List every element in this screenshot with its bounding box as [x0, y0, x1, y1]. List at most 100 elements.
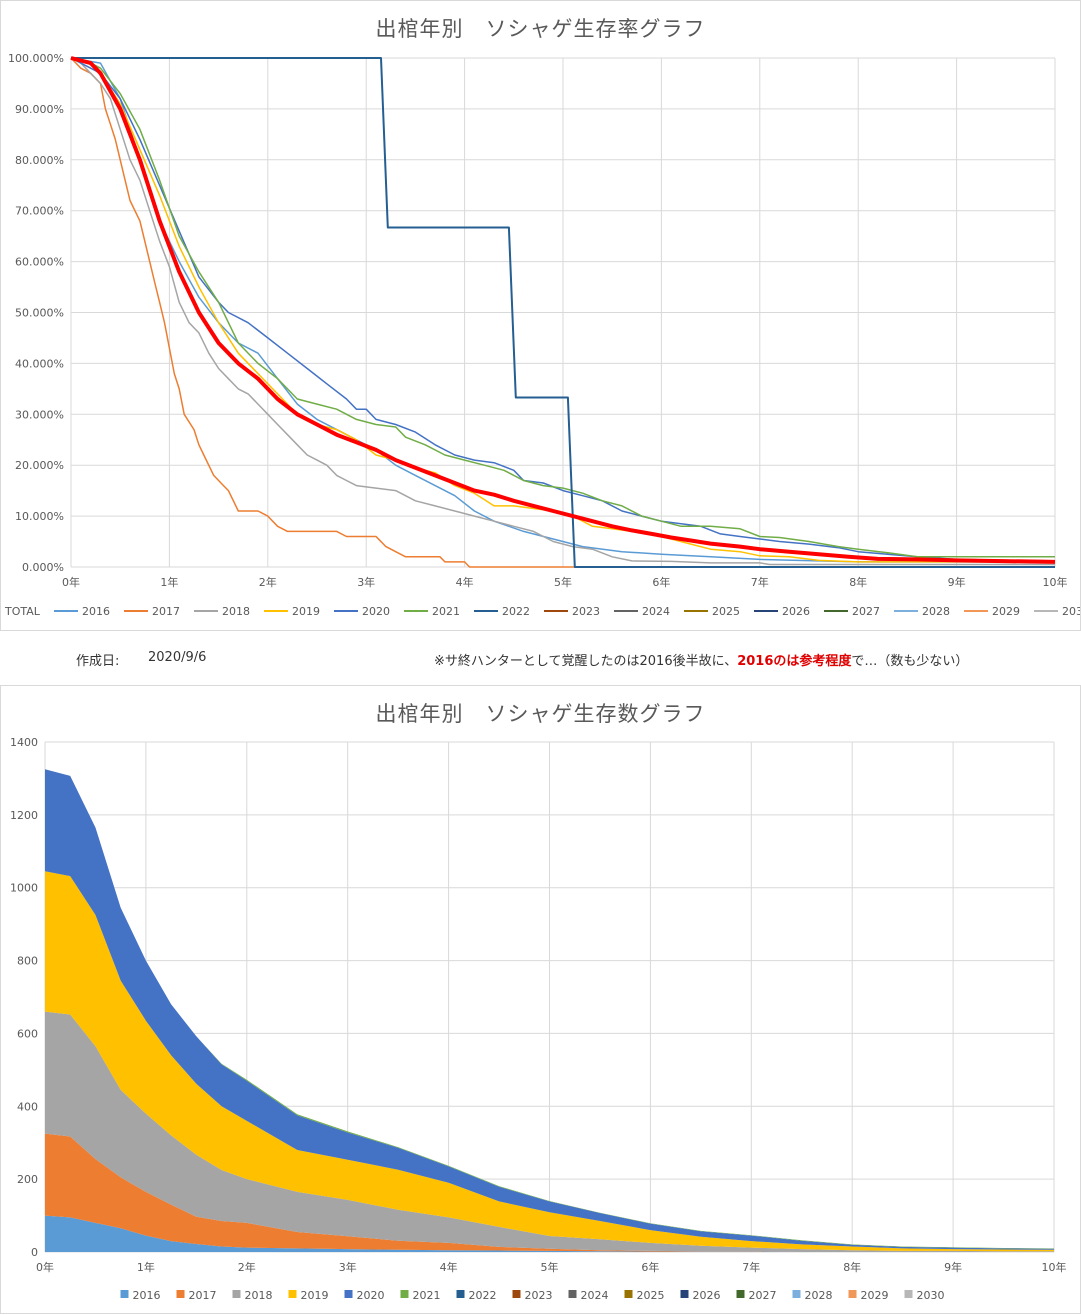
- survival-count-chart: 出棺年別 ソシャゲ生存数グラフ 0 200 400 600 800 1000 1200 140…: [0, 685, 1081, 1314]
- count-chart-svg: 0 200 400 600 800 1000 1200 1400 0年 1年 2年 3年 4年 5年 6年 7…: [10, 736, 1067, 1302]
- note-text: ※サ終ハンターとして覚醒したのは2016後半故に、2016のは参考程度で…（数も…: [434, 650, 968, 669]
- rate-chart-svg: 0.000% 10.000% 20.000% 30.000% 40.000% 50.000…: [4, 52, 1080, 618]
- note-row: 作成日: 2020/9/6 ※サ終ハンターとして覚醒したのは2016後半故に、2…: [0, 650, 1081, 670]
- note-emphasis: 2016のは参考程度: [737, 654, 852, 669]
- x-tick-label: 4年: [456, 575, 474, 589]
- legend-swatch: [568, 1290, 577, 1298]
- count-chart-title: 出棺年別 ソシャゲ生存数グラフ: [375, 702, 706, 726]
- legend-swatch: [344, 1290, 353, 1298]
- x-tick-label: 7年: [742, 1260, 760, 1274]
- legend-label: TOTAL: [4, 605, 41, 618]
- y-tick-label: 200: [17, 1173, 38, 1186]
- legend-label: 2019: [292, 605, 320, 618]
- x-tick-label: 6年: [641, 1260, 659, 1274]
- legend-label: 2025: [637, 1289, 665, 1302]
- legend-swatch: [512, 1290, 521, 1298]
- legend-swatch: [456, 1290, 465, 1298]
- y-tick-label: 800: [17, 955, 38, 968]
- y-tick-label: 0: [31, 1246, 38, 1259]
- legend-label: 2030: [917, 1289, 945, 1302]
- x-tick-label: 7年: [751, 575, 769, 589]
- legend-label: 2021: [432, 605, 460, 618]
- area-2016: [45, 1215, 1054, 1252]
- created-date: 2020/9/6: [148, 650, 207, 665]
- y-tick-label: 40.000%: [15, 357, 64, 370]
- legend-label: 2018: [245, 1289, 273, 1302]
- x-tick-label: 0年: [62, 575, 80, 589]
- legend-swatch: [792, 1290, 801, 1298]
- legend-label: 2019: [301, 1289, 329, 1302]
- note-suffix: で…（数も少ない）: [851, 654, 969, 669]
- y-tick-label: 30.000%: [15, 408, 64, 421]
- legend-swatch: [736, 1290, 745, 1298]
- series-line-2020: [70, 57, 1056, 562]
- y-tick-label: 100.000%: [8, 52, 64, 65]
- legend-label: 2016: [133, 1289, 161, 1302]
- series-line-2021: [70, 57, 1055, 558]
- area-2019: [45, 871, 1054, 1252]
- legend-label: 2017: [152, 605, 180, 618]
- legend-label: 2028: [805, 1289, 833, 1302]
- y-tick-label: 60.000%: [15, 256, 64, 269]
- x-tick-label: 3年: [357, 575, 375, 589]
- x-tick-label: 2年: [238, 1260, 256, 1274]
- legend-swatch: [848, 1290, 857, 1298]
- x-tick-label: 4年: [440, 1260, 458, 1274]
- legend-label: 2029: [992, 605, 1020, 618]
- y-tick-label: 0.000%: [22, 561, 64, 574]
- x-tick-label: 5年: [541, 1260, 559, 1274]
- y-tick-label: 1000: [10, 882, 38, 895]
- y-tick-label: 50.000%: [15, 307, 64, 320]
- legend-swatch: [624, 1290, 633, 1298]
- legend-swatch: [232, 1290, 241, 1298]
- x-tick-label: 3年: [339, 1260, 357, 1274]
- legend-swatch: [120, 1290, 129, 1298]
- x-tick-label: 5年: [554, 575, 572, 589]
- x-tick-label: 1年: [137, 1260, 155, 1274]
- legend-label: 2023: [525, 1289, 553, 1302]
- legend-label: 2024: [581, 1289, 609, 1302]
- x-tick-label: 8年: [843, 1260, 861, 1274]
- note-prefix: ※サ終ハンターとして覚醒したのは2016後半故に、: [434, 654, 738, 669]
- legend-label: 2016: [82, 605, 110, 618]
- legend-swatch: [176, 1290, 185, 1298]
- legend-swatch: [288, 1290, 297, 1298]
- legend-label: 2020: [357, 1289, 385, 1302]
- y-tick-label: 80.000%: [15, 154, 64, 167]
- series-line-2018: [70, 57, 1055, 566]
- x-tick-label: 10年: [1042, 1260, 1067, 1274]
- y-tick-label: 1400: [10, 736, 38, 749]
- legend-label: 2020: [362, 605, 390, 618]
- legend-label: 2026: [782, 605, 810, 618]
- series-line-2017: [70, 57, 1055, 568]
- legend-label: 2025: [712, 605, 740, 618]
- x-tick-label: 0年: [36, 1260, 54, 1274]
- x-tick-label: 6年: [652, 575, 670, 589]
- legend-label: 2021: [413, 1289, 441, 1302]
- x-tick-label: 8年: [849, 575, 867, 589]
- y-tick-label: 600: [17, 1027, 38, 1040]
- legend-label: 2029: [861, 1289, 889, 1302]
- legend-label: 2017: [189, 1289, 217, 1302]
- created-label: 作成日:: [76, 654, 120, 669]
- series-line-2022: [71, 57, 1055, 568]
- y-tick-label: 1200: [10, 809, 38, 822]
- legend-swatch: [400, 1290, 409, 1298]
- y-tick-label: 10.000%: [15, 510, 64, 523]
- x-tick-label: 9年: [944, 1260, 962, 1274]
- legend-label: 2027: [852, 605, 880, 618]
- x-tick-label: 9年: [948, 575, 966, 589]
- legend-label: 2018: [222, 605, 250, 618]
- x-tick-label: 10年: [1043, 575, 1068, 589]
- x-tick-label: 2年: [259, 575, 277, 589]
- y-tick-label: 90.000%: [15, 103, 64, 116]
- area-2020: [45, 769, 1054, 1250]
- legend-label: 2030: [1062, 605, 1080, 618]
- rate-chart-title: 出棺年別 ソシャゲ生存率グラフ: [375, 17, 706, 41]
- survival-rate-chart: 出棺年別 ソシャゲ生存率グラフ 0.000% 10.000% 20.000% 30.0…: [0, 0, 1081, 631]
- y-tick-label: 400: [17, 1100, 38, 1113]
- legend-swatch: [904, 1290, 913, 1298]
- legend-swatch: [680, 1290, 689, 1298]
- area-2018: [45, 1011, 1054, 1252]
- legend-label: 2026: [693, 1289, 721, 1302]
